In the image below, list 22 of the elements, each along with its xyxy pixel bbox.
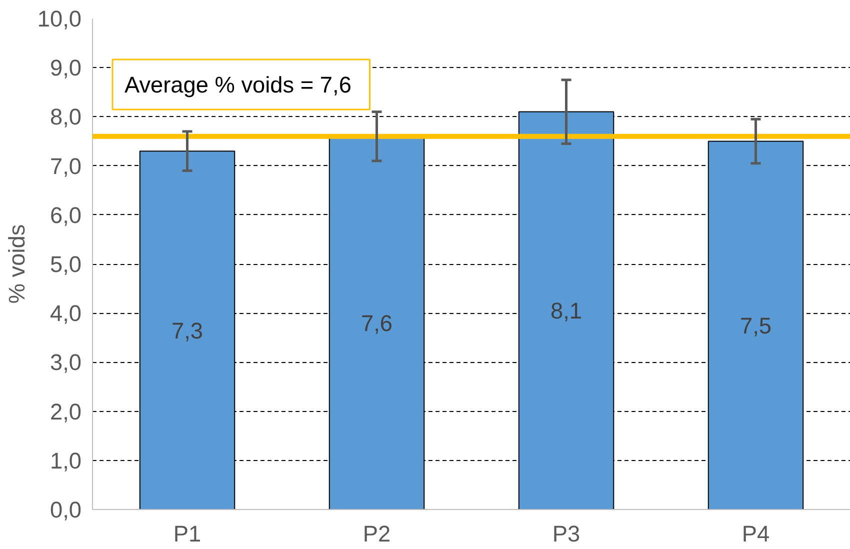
y-tick-label: 0,0 [50, 496, 82, 522]
data-label: 7,5 [740, 312, 772, 338]
data-label: 7,6 [361, 310, 392, 336]
x-tick-label: P1 [173, 520, 202, 546]
y-tick-label: 5,0 [50, 251, 82, 277]
data-label: 8,1 [550, 298, 582, 324]
x-tick-label: P2 [362, 520, 391, 546]
y-tick-label: 10,0 [37, 6, 82, 32]
y-tick-label: 9,0 [50, 54, 82, 81]
y-tick-label: 1,0 [50, 447, 82, 474]
y-tick-label: 2,0 [50, 398, 82, 424]
x-tick-label: P4 [742, 520, 770, 546]
x-tick-label: P3 [552, 520, 580, 546]
y-tick-label: 3,0 [50, 349, 82, 376]
y-tick-label: 8,0 [50, 104, 82, 130]
bar [708, 140, 804, 510]
y-tick-label: 4,0 [50, 300, 82, 326]
data-label: 7,3 [172, 317, 203, 344]
y-tick-label: 7,0 [50, 152, 82, 179]
ref-line-label: Average % voids = 7,6 [124, 72, 352, 98]
y-tick-label: 6,0 [50, 202, 82, 228]
y-axis-title: % voids [3, 224, 30, 304]
